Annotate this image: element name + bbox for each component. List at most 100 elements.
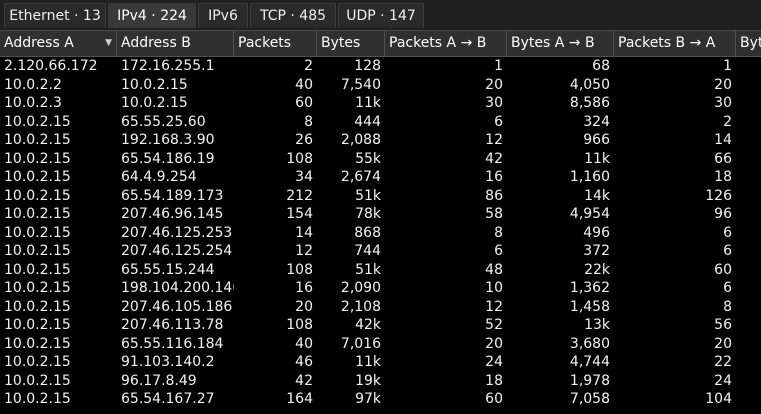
cell-bytes-a-to-b: 3,680 bbox=[569, 335, 610, 352]
cell-bytes-a-to-b: 4,744 bbox=[569, 354, 610, 370]
table-row[interactable]: 10.0.2.15 64.4.9.254 34 2,674 16 1,160 18 bbox=[0, 168, 761, 187]
cell-bytes: 11k bbox=[355, 95, 381, 111]
cell-address-b: 198.104.200.146 bbox=[121, 280, 234, 296]
cell-packets-b-to-a: 24 bbox=[714, 372, 732, 389]
column-header-bytes-a-to-b[interactable]: Bytes A → B bbox=[507, 31, 614, 56]
cell-address-a: 10.0.2.15 bbox=[4, 206, 71, 222]
cell-packets-a-to-b: 48 bbox=[485, 261, 503, 278]
cell-address-a: 10.0.2.15 bbox=[4, 132, 71, 148]
cell-packets-a-to-b: 52 bbox=[485, 317, 503, 333]
table-row[interactable]: 10.0.2.15 207.46.113.78 108 42k 52 13k 56 bbox=[0, 316, 761, 335]
table-row[interactable]: 10.0.2.15 207.46.96.145 154 78k 58 4,954 96 bbox=[0, 205, 761, 224]
cell-packets: 164 bbox=[286, 391, 313, 407]
cell-bytes: 42k bbox=[355, 317, 381, 333]
column-header-packets-b-to-a[interactable]: Packets B → A bbox=[614, 31, 736, 56]
cell-bytes-a-to-b: 13k bbox=[584, 317, 610, 333]
cell-bytes-a-to-b: 4,954 bbox=[569, 206, 610, 222]
table-row[interactable]: 10.0.2.2 10.0.2.15 40 7,540 20 4,050 20 bbox=[0, 76, 761, 95]
cell-packets-a-to-b: 86 bbox=[485, 187, 503, 204]
column-header-packets-a-to-b[interactable]: Packets A → B bbox=[385, 31, 507, 56]
cell-address-b: 172.16.255.1 bbox=[121, 58, 215, 74]
conversations-table: Address A ▼ Address B Packets Bytes Pack… bbox=[0, 30, 761, 414]
cell-packets: 20 bbox=[295, 298, 313, 315]
table-row[interactable]: 10.0.2.15 96.17.8.49 42 19k 18 1,978 24 bbox=[0, 372, 761, 391]
cell-bytes-a-to-b: 11k bbox=[584, 150, 610, 167]
cell-address-b: 65.55.15.244 bbox=[121, 261, 215, 278]
cell-address-a: 10.0.2.15 bbox=[4, 317, 71, 333]
table-row[interactable]: 10.0.2.15 207.46.105.186 20 2,108 12 1,458 8 bbox=[0, 298, 761, 317]
cell-address-a: 10.0.2.15 bbox=[4, 391, 71, 407]
cell-packets-a-to-b: 20 bbox=[485, 76, 503, 93]
cell-packets-a-to-b: 10 bbox=[485, 280, 503, 296]
column-header-packets[interactable]: Packets bbox=[234, 31, 317, 56]
cell-bytes: 2,088 bbox=[340, 132, 381, 148]
cell-bytes: 55k bbox=[355, 150, 381, 167]
cell-address-b: 207.46.125.254 bbox=[121, 243, 233, 259]
column-header-address-a[interactable]: Address A ▼ bbox=[0, 31, 117, 56]
cell-packets: 26 bbox=[295, 132, 313, 148]
cell-address-b: 65.55.116.184 bbox=[121, 335, 224, 352]
cell-packets-a-to-b: 12 bbox=[485, 132, 503, 148]
table-row[interactable]: 2.120.66.172 172.16.255.1 2 128 1 68 1 bbox=[0, 57, 761, 76]
cell-bytes-a-to-b: 7,058 bbox=[569, 391, 610, 407]
cell-packets-a-to-b: 6 bbox=[494, 243, 503, 259]
cell-packets: 42 bbox=[295, 372, 313, 389]
table-row[interactable]: 10.0.2.15 65.55.25.60 8 444 6 324 2 bbox=[0, 113, 761, 132]
table-row[interactable]: 10.0.2.15 198.104.200.146 16 2,090 10 1,362 6 bbox=[0, 279, 761, 298]
cell-packets: 16 bbox=[295, 280, 313, 296]
cell-packets-b-to-a: 20 bbox=[714, 335, 732, 352]
tab-bar: Ethernet · 13 IPv4 · 224 IPv6 TCP · 485 … bbox=[0, 0, 761, 30]
column-header-bytes-b-to-a[interactable]: Byt bbox=[740, 35, 761, 51]
cell-bytes: 97k bbox=[355, 391, 381, 407]
column-header-address-b[interactable]: Address B bbox=[117, 31, 234, 56]
tab-ipv4[interactable]: IPv4 · 224 bbox=[108, 3, 196, 28]
table-row[interactable]: 10.0.2.15 65.54.186.19 108 55k 42 11k 66 bbox=[0, 150, 761, 169]
cell-packets: 2 bbox=[304, 58, 313, 74]
cell-address-b: 207.46.96.145 bbox=[121, 206, 224, 222]
table-row[interactable]: 10.0.2.15 65.54.167.27 164 97k 60 7,058 104 bbox=[0, 390, 761, 409]
cell-address-a: 10.0.2.15 bbox=[4, 372, 71, 389]
tab-ipv6[interactable]: IPv6 bbox=[198, 3, 248, 28]
table-row[interactable]: 10.0.2.15 207.46.125.253 14 868 8 496 6 bbox=[0, 224, 761, 243]
table-row[interactable]: 10.0.2.15 65.55.15.244 108 51k 48 22k 60 bbox=[0, 261, 761, 280]
cell-bytes: 2,674 bbox=[340, 169, 381, 185]
tab-tcp[interactable]: TCP · 485 bbox=[250, 3, 336, 28]
cell-packets-b-to-a: 56 bbox=[714, 317, 732, 333]
cell-packets-a-to-b: 42 bbox=[485, 150, 503, 167]
cell-packets-a-to-b: 8 bbox=[494, 224, 503, 241]
table-row[interactable]: 10.0.2.3 10.0.2.15 60 11k 30 8,586 30 bbox=[0, 94, 761, 113]
cell-address-a: 2.120.66.172 bbox=[4, 58, 98, 74]
table-row[interactable]: 10.0.2.15 207.46.125.254 12 744 6 372 6 bbox=[0, 242, 761, 261]
tab-ethernet[interactable]: Ethernet · 13 bbox=[4, 3, 106, 28]
cell-bytes-a-to-b: 4,050 bbox=[569, 76, 610, 93]
cell-packets-b-to-a: 8 bbox=[723, 298, 732, 315]
cell-address-b: 65.54.186.19 bbox=[121, 150, 215, 167]
cell-bytes-a-to-b: 1,978 bbox=[569, 372, 610, 389]
column-header-bytes[interactable]: Bytes bbox=[317, 31, 385, 56]
cell-address-a: 10.0.2.15 bbox=[4, 354, 71, 370]
cell-address-a: 10.0.2.15 bbox=[4, 187, 71, 204]
cell-packets-b-to-a: 2 bbox=[723, 113, 732, 130]
table-row[interactable]: 10.0.2.15 65.55.116.184 40 7,016 20 3,680 20 bbox=[0, 335, 761, 354]
cell-address-b: 65.55.25.60 bbox=[121, 113, 206, 130]
cell-address-a: 10.0.2.15 bbox=[4, 224, 71, 241]
cell-address-b: 192.168.3.90 bbox=[121, 132, 215, 148]
table-row[interactable]: 10.0.2.15 91.103.140.2 46 11k 24 4,744 22 bbox=[0, 353, 761, 372]
cell-packets: 46 bbox=[295, 354, 313, 370]
cell-packets-a-to-b: 24 bbox=[485, 354, 503, 370]
cell-packets-b-to-a: 20 bbox=[714, 76, 732, 93]
table-row[interactable]: 10.0.2.15 192.168.3.90 26 2,088 12 966 14 bbox=[0, 131, 761, 150]
cell-bytes: 128 bbox=[354, 58, 381, 74]
cell-bytes: 78k bbox=[355, 206, 381, 222]
cell-bytes: 51k bbox=[355, 187, 381, 204]
cell-bytes-a-to-b: 68 bbox=[592, 58, 610, 74]
cell-bytes-a-to-b: 1,458 bbox=[569, 298, 610, 315]
cell-packets: 14 bbox=[295, 224, 313, 241]
cell-address-b: 91.103.140.2 bbox=[121, 354, 215, 370]
cell-packets: 154 bbox=[286, 206, 313, 222]
tab-udp[interactable]: UDP · 147 bbox=[338, 3, 424, 28]
cell-bytes-a-to-b: 22k bbox=[584, 261, 610, 278]
table-row[interactable]: 10.0.2.15 65.54.189.173 212 51k 86 14k 126 bbox=[0, 187, 761, 206]
cell-bytes-a-to-b: 966 bbox=[583, 132, 610, 148]
cell-address-b: 64.4.9.254 bbox=[121, 169, 197, 185]
